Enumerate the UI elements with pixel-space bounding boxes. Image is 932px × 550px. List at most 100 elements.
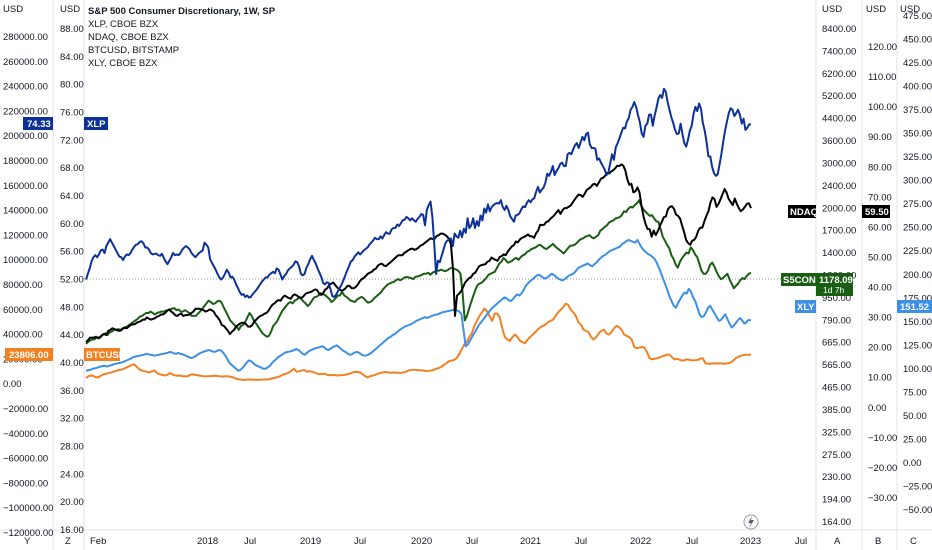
tick-ndaq-1: 110.00 (868, 72, 896, 83)
tick-ndaq-10: 20.00 (868, 343, 892, 354)
main-axis-unit: USD (822, 4, 842, 15)
tick-main-6: 3000.00 (822, 158, 856, 169)
tick-btc-10: 80000.00 (3, 280, 43, 291)
tag-s5cond-name: S5COND (783, 275, 823, 286)
tick-btc-3: 220000.00 (3, 106, 48, 117)
corner-b[interactable]: B (875, 536, 881, 547)
tag-xlp-value: 74.33 (27, 119, 51, 130)
x-tick-6: Jul (466, 536, 478, 547)
x-axis-ticks: Feb 2018 Jul 2019 Jul 2020 Jul 2021 Jul 2022 Jul 20… (90, 536, 807, 547)
x-tick-4: Jul (354, 536, 366, 547)
tick-ndaq-11: 10.00 (868, 373, 892, 384)
legend-xly: XLY, CBOE BZX (88, 58, 158, 69)
ndaq-axis-unit: USD (866, 4, 886, 15)
tick-xlp-9: 52.00 (60, 275, 84, 286)
tick-ndaq-2: 100.00 (868, 102, 897, 113)
tick-xly-11: 200.00 (903, 270, 932, 281)
tick-main-15: 565.00 (822, 360, 851, 371)
tick-main-5: 3600.00 (822, 136, 856, 147)
tick-xly-21: −50.00 (903, 505, 932, 516)
tick-xlp-8: 56.00 (60, 247, 84, 258)
tick-main-16: 465.00 (822, 383, 851, 394)
tag-xly: XLY 151.52 (795, 300, 932, 313)
tick-main-14: 665.00 (822, 338, 851, 349)
tag-xlp-name: XLP (87, 119, 106, 130)
xly-axis-unit: USD (900, 4, 920, 15)
tick-main-8: 2000.00 (822, 203, 856, 214)
tick-xly-3: 400.00 (903, 82, 932, 93)
xly-axis-ticks: 475.00 450.00 425.00 400.00 375.00 350.00 325.… (903, 11, 932, 516)
tick-xlp-3: 76.00 (60, 108, 84, 119)
x-tick-9: 2022 (630, 536, 651, 547)
tick-xlp-5: 68.00 (60, 163, 84, 174)
tick-main-20: 230.00 (822, 472, 851, 483)
series-line-xly (85, 238, 752, 372)
tick-xly-10: 225.00 (903, 246, 932, 257)
tick-ndaq-8: 40.00 (868, 283, 892, 294)
tick-btc-18: −80000.00 (3, 478, 48, 489)
x-tick-12: Jul (795, 536, 807, 547)
tag-ndaq: NDAQ 59.50 (788, 205, 890, 218)
plot-area (84, 0, 816, 530)
lightning-icon[interactable] (743, 514, 759, 530)
tick-btc-17: −60000.00 (3, 454, 48, 465)
x-tick-5: 2020 (411, 536, 432, 547)
tick-xlp-0: 88.00 (60, 24, 84, 35)
tag-xly-value: 151.52 (900, 302, 929, 313)
main-axis-ticks: 8400.00 7400.00 6200.00 5200.00 4400.00 3600.… (822, 24, 856, 528)
tag-btc-name: BTCUSD (86, 350, 126, 361)
tick-btc-4: 200000.00 (3, 131, 48, 142)
tick-xly-8: 275.00 (903, 199, 932, 210)
corner-c[interactable]: C (910, 536, 917, 547)
tick-btc-6: 160000.00 (3, 181, 48, 192)
tick-xly-17: 50.00 (903, 411, 927, 422)
tick-xly-13: 150.00 (903, 317, 932, 328)
tick-btc-5: 180000.00 (3, 156, 48, 167)
tick-btc-9: 100000.00 (3, 255, 48, 266)
tick-ndaq-14: −20.00 (868, 463, 897, 474)
tick-btc-7: 140000.00 (3, 206, 48, 217)
x-tick-7: 2021 (520, 536, 541, 547)
corner-y[interactable]: Y (24, 536, 31, 547)
tick-main-17: 385.00 (822, 405, 851, 416)
tick-ndaq-4: 80.00 (868, 162, 892, 173)
tick-main-2: 6200.00 (822, 69, 856, 80)
tick-xlp-1: 84.00 (60, 52, 84, 63)
tick-xly-19: 0.00 (903, 458, 922, 469)
tick-ndaq-15: −30.00 (868, 493, 897, 504)
tick-main-19: 275.00 (822, 450, 851, 461)
tick-xly-0: 475.00 (903, 11, 932, 22)
tag-btc-value: 23806.00 (9, 350, 49, 361)
xlp-axis-ticks: 88.00 84.00 80.00 76.00 72.00 68.00 64.00 60.00… (60, 24, 84, 536)
tick-ndaq-3: 90.00 (868, 132, 892, 143)
corner-a[interactable]: A (834, 536, 841, 547)
tick-xly-9: 250.00 (903, 223, 932, 234)
tick-main-3: 5200.00 (822, 91, 856, 102)
tick-btc-8: 120000.00 (3, 230, 48, 241)
tick-ndaq-7: 50.00 (868, 252, 892, 263)
tick-xlp-12: 40.00 (60, 358, 84, 369)
tick-xly-16: 75.00 (903, 387, 927, 398)
tick-main-9: 1700.00 (822, 226, 856, 237)
tick-btc-0: 280000.00 (3, 32, 48, 43)
tick-xly-15: 100.00 (903, 364, 932, 375)
tick-btc-20: −120000.00 (3, 528, 53, 539)
tag-ndaq-value: 59.50 (865, 207, 889, 218)
tag-s5cond: S5COND 1178.09 1d 7h (781, 273, 853, 296)
tick-xlp-7: 60.00 (60, 219, 84, 230)
tick-xlp-18: 16.00 (60, 525, 84, 536)
ndaq-axis-ticks: 120.00 110.00 100.00 90.00 80.00 70.00 60.00 50… (868, 42, 897, 504)
tick-xlp-13: 36.00 (60, 386, 84, 397)
tick-xlp-16: 24.00 (60, 469, 84, 480)
tick-xly-12: 175.00 (903, 293, 932, 304)
tick-xlp-4: 72.00 (60, 135, 84, 146)
tick-xlp-11: 44.00 (60, 330, 84, 341)
x-tick-1: 2018 (197, 536, 218, 547)
tick-xly-5: 350.00 (903, 129, 932, 140)
tick-main-4: 4400.00 (822, 114, 856, 125)
corner-z[interactable]: Z (65, 536, 71, 547)
tick-btc-15: −20000.00 (3, 404, 48, 415)
tick-main-18: 325.00 (822, 427, 851, 438)
tick-main-10: 1400.00 (822, 248, 856, 259)
tick-btc-1: 260000.00 (3, 57, 48, 68)
